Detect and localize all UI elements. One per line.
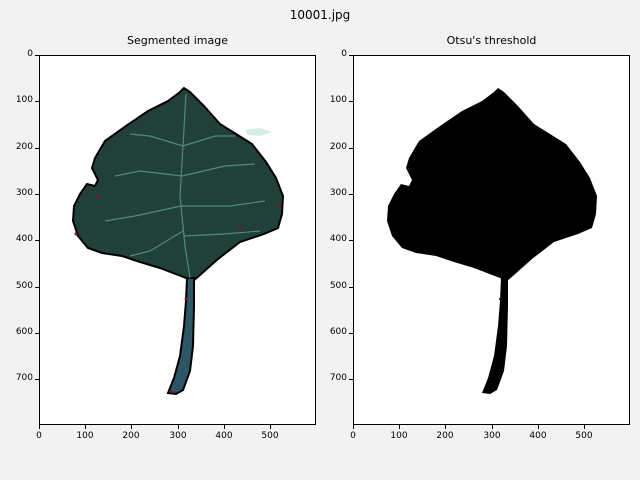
y-tick-mark bbox=[349, 333, 353, 334]
y-tick-mark bbox=[349, 287, 353, 288]
y-tick-mark bbox=[35, 379, 39, 380]
binary-mask-image bbox=[387, 88, 597, 394]
y-tick-label: 700 bbox=[15, 373, 33, 383]
edge-marks bbox=[74, 194, 282, 394]
leaf-veins bbox=[104, 93, 266, 279]
x-tick-mark bbox=[445, 425, 446, 429]
y-tick-mark bbox=[349, 379, 353, 380]
figure-title: 10001.jpg bbox=[289, 8, 351, 22]
y-tick-label: 700 bbox=[329, 373, 347, 383]
y-tick-mark bbox=[35, 148, 39, 149]
stem-mask bbox=[482, 278, 508, 394]
x-tick-mark bbox=[131, 425, 132, 429]
y-tick-mark bbox=[349, 101, 353, 102]
y-tick-mark bbox=[35, 194, 39, 195]
y-tick-label: 100 bbox=[329, 95, 347, 105]
x-tick-label: 300 bbox=[169, 431, 187, 441]
segmented-leaf-image bbox=[71, 86, 285, 396]
x-tick-mark bbox=[178, 425, 179, 429]
x-tick-label: 0 bbox=[36, 431, 42, 441]
leaf-mask bbox=[387, 88, 597, 282]
background-speck bbox=[245, 128, 272, 136]
leaf-blade bbox=[71, 86, 285, 284]
y-tick-label: 600 bbox=[15, 327, 33, 337]
y-tick-mark bbox=[35, 333, 39, 334]
y-tick-mark bbox=[35, 55, 39, 56]
x-tick-mark bbox=[39, 425, 40, 429]
y-tick-mark bbox=[349, 194, 353, 195]
y-tick-label: 400 bbox=[15, 234, 33, 244]
y-tick-label: 300 bbox=[15, 188, 33, 198]
y-tick-label: 0 bbox=[27, 49, 33, 59]
panel-title: Segmented image bbox=[126, 34, 228, 47]
y-tick-label: 500 bbox=[329, 281, 347, 291]
x-tick-label: 100 bbox=[76, 431, 94, 441]
otsu-threshold-axes bbox=[353, 55, 630, 425]
y-tick-label: 0 bbox=[341, 49, 347, 59]
x-tick-mark bbox=[399, 425, 400, 429]
y-tick-label: 200 bbox=[15, 142, 33, 152]
panel-title: Otsu's threshold bbox=[446, 34, 537, 47]
otsu-threshold-panel: Otsu's threshold 0 100 200 300 400 500 6… bbox=[330, 34, 630, 441]
x-tick-mark bbox=[353, 425, 354, 429]
segmented-image-axes bbox=[39, 55, 316, 425]
x-tick-mark bbox=[538, 425, 539, 429]
y-tick-label: 400 bbox=[329, 234, 347, 244]
x-tick-mark bbox=[85, 425, 86, 429]
y-tick-mark bbox=[349, 240, 353, 241]
y-tick-mark bbox=[35, 240, 39, 241]
y-tick-label: 500 bbox=[15, 281, 33, 291]
x-tick-mark bbox=[270, 425, 271, 429]
y-tick-mark bbox=[349, 55, 353, 56]
x-tick-mark bbox=[492, 425, 493, 429]
y-tick-label: 600 bbox=[329, 327, 347, 337]
x-tick-label: 500 bbox=[575, 431, 593, 441]
x-tick-label: 100 bbox=[390, 431, 408, 441]
y-tick-mark bbox=[349, 148, 353, 149]
y-tick-mark bbox=[35, 287, 39, 288]
y-tick-label: 300 bbox=[329, 188, 347, 198]
x-tick-label: 500 bbox=[261, 431, 279, 441]
leaf-stem bbox=[166, 277, 195, 396]
segmented-image-panel: Segmented image bbox=[16, 34, 316, 441]
x-tick-label: 0 bbox=[350, 431, 356, 441]
y-tick-label: 100 bbox=[15, 95, 33, 105]
x-tick-label: 400 bbox=[215, 431, 233, 441]
x-tick-mark bbox=[584, 425, 585, 429]
x-tick-label: 400 bbox=[529, 431, 547, 441]
mask-specks bbox=[499, 227, 557, 300]
x-tick-label: 200 bbox=[122, 431, 140, 441]
y-tick-label: 200 bbox=[329, 142, 347, 152]
y-tick-mark bbox=[35, 101, 39, 102]
x-tick-mark bbox=[224, 425, 225, 429]
x-tick-label: 300 bbox=[483, 431, 501, 441]
x-tick-label: 200 bbox=[436, 431, 454, 441]
